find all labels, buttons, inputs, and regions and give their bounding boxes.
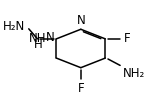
Text: NH: NH xyxy=(29,32,46,45)
Text: H₂N: H₂N xyxy=(3,20,25,33)
Text: NH₂: NH₂ xyxy=(123,67,145,80)
Text: N: N xyxy=(77,14,86,27)
Text: H: H xyxy=(34,38,42,51)
Text: F: F xyxy=(124,32,131,45)
Text: F: F xyxy=(78,82,84,95)
Text: N: N xyxy=(46,31,54,44)
